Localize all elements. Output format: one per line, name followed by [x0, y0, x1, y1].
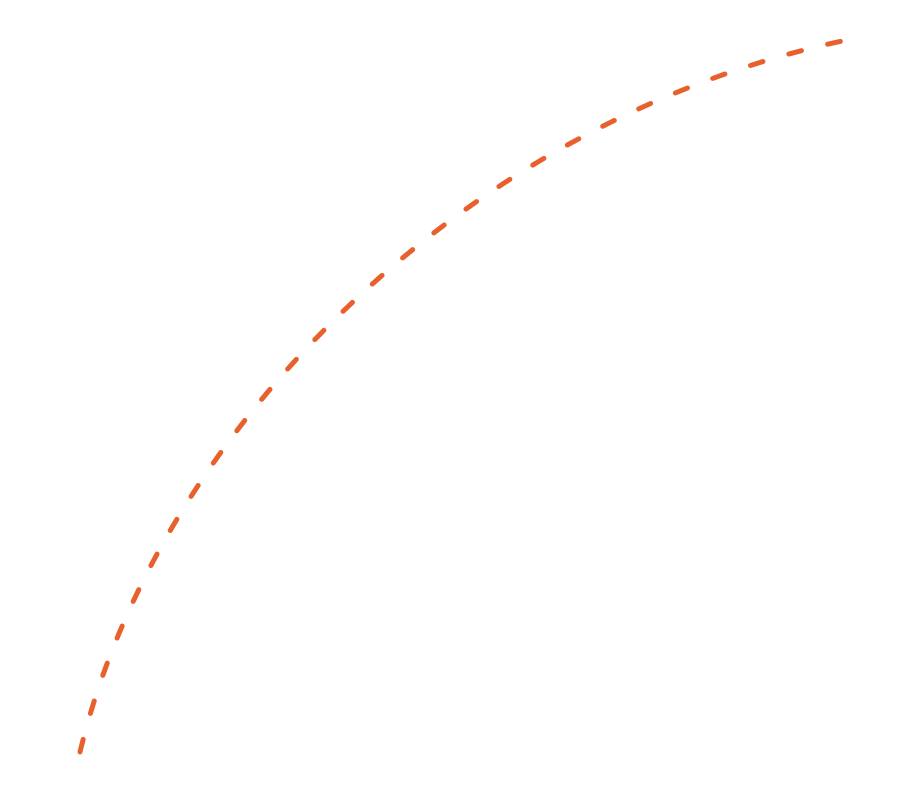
background [0, 0, 900, 800]
page [0, 0, 900, 800]
canvas [0, 0, 900, 800]
